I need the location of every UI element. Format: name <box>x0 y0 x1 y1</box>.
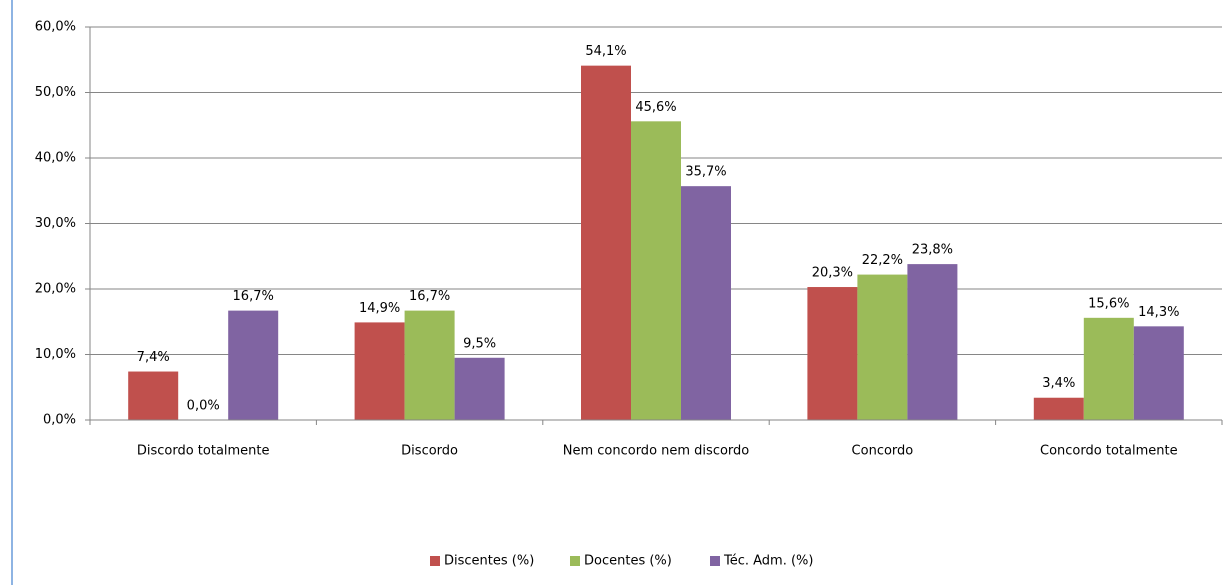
y-tick-label: 30,0% <box>35 216 76 231</box>
legend-label: Discentes (%) <box>444 554 534 569</box>
legend-swatch <box>570 556 580 566</box>
value-label: 23,8% <box>912 243 953 258</box>
bar <box>631 121 681 420</box>
value-label: 54,1% <box>585 44 626 59</box>
y-tick-label: 10,0% <box>35 347 76 362</box>
bar <box>907 264 958 420</box>
y-tick-label: 40,0% <box>35 151 76 166</box>
value-label: 35,7% <box>685 165 726 180</box>
bar <box>404 310 455 420</box>
y-tick-label: 60,0% <box>35 20 76 35</box>
y-tick-label: 50,0% <box>35 85 76 100</box>
value-label: 14,3% <box>1138 305 1179 320</box>
bar <box>681 186 731 420</box>
legend-label: Docentes (%) <box>584 554 672 569</box>
value-label: 9,5% <box>463 336 496 351</box>
value-label: 7,4% <box>137 350 170 365</box>
value-label: 14,9% <box>359 301 400 316</box>
y-tick-label: 0,0% <box>43 413 76 428</box>
bar <box>1083 317 1134 420</box>
legend-swatch <box>710 556 720 566</box>
x-tick-label: Discordo <box>401 444 458 459</box>
value-label: 3,4% <box>1042 376 1075 391</box>
bar <box>128 371 179 420</box>
bar <box>454 357 505 420</box>
bar <box>581 65 631 421</box>
bar <box>1133 326 1184 420</box>
value-label: 22,2% <box>862 253 903 268</box>
value-label: 20,3% <box>812 266 853 281</box>
x-tick-label: Concordo totalmente <box>1040 444 1178 459</box>
bar <box>857 274 908 420</box>
x-tick-label: Discordo totalmente <box>137 444 270 459</box>
legend-swatch <box>430 556 440 566</box>
value-label: 16,7% <box>409 289 450 304</box>
y-tick-label: 20,0% <box>35 282 76 297</box>
bar <box>354 322 405 420</box>
value-label: 16,7% <box>233 289 274 304</box>
bar <box>807 287 858 420</box>
bar <box>228 310 279 420</box>
value-label: 15,6% <box>1088 296 1129 311</box>
x-tick-label: Concordo <box>852 444 914 459</box>
legend-label: Téc. Adm. (%) <box>723 554 813 569</box>
value-label: 0,0% <box>187 399 220 414</box>
value-label: 45,6% <box>635 100 676 115</box>
x-tick-label: Nem concordo nem discordo <box>563 444 750 459</box>
bar <box>1033 397 1084 420</box>
